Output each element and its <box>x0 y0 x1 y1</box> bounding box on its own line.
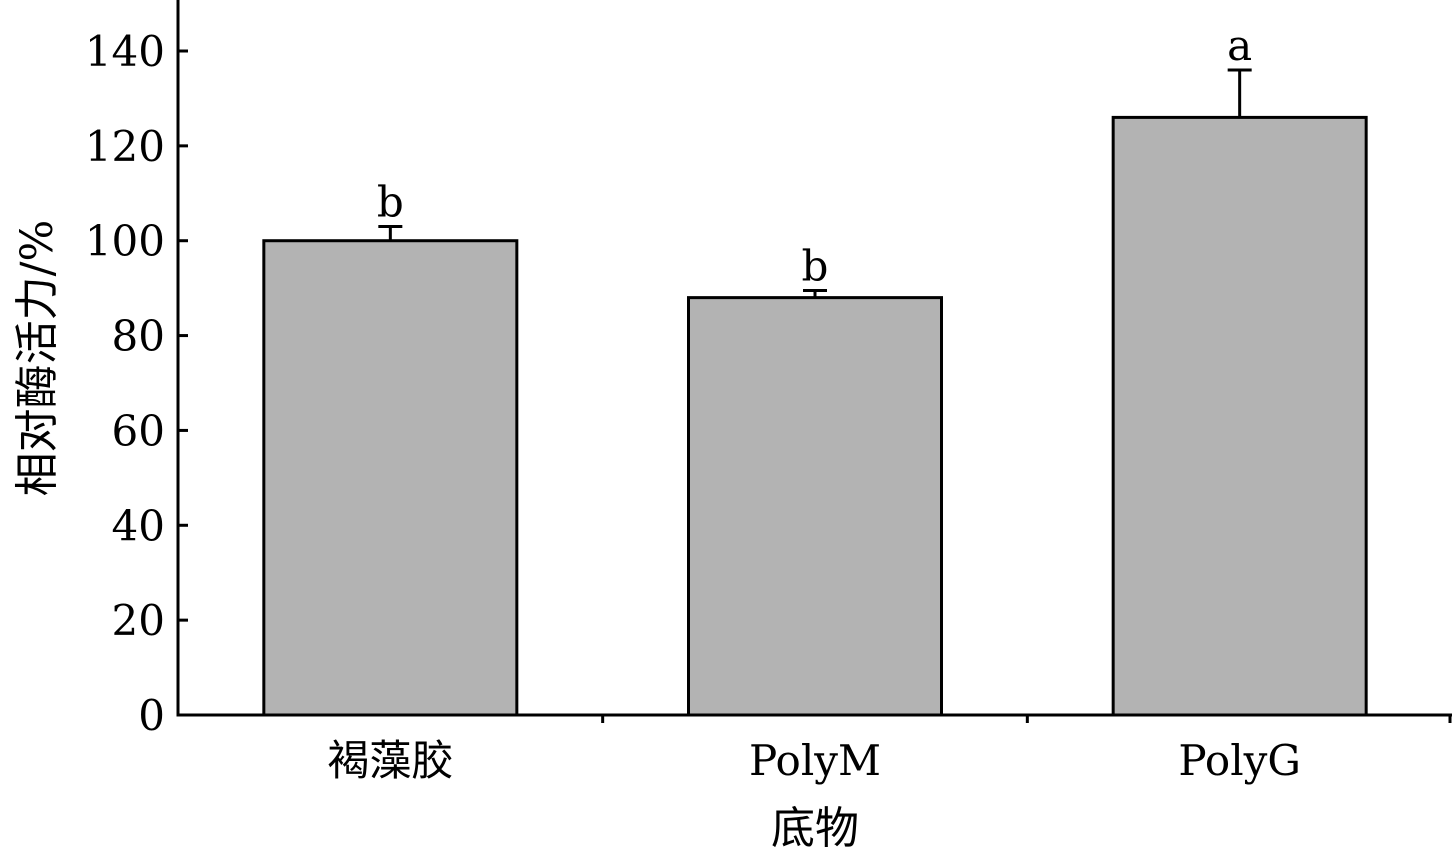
x-axis-title: 底物 <box>771 803 859 854</box>
axes-group <box>176 0 1452 723</box>
x-tick-label-0: 褐藻胶 <box>327 736 453 785</box>
y-tick-label-6: 120 <box>85 122 165 171</box>
y-tick-label-4: 80 <box>112 312 165 361</box>
bars-group <box>262 115 1368 717</box>
significance-label-2: a <box>1227 21 1252 70</box>
x-tick-label-2: PolyG <box>1178 736 1301 785</box>
significance-label-0: b <box>377 177 404 226</box>
y-tick-label-1: 20 <box>112 596 165 645</box>
y-ticks-group: 0 20 40 60 80 100 120 140 <box>85 27 188 740</box>
bar-2 <box>1111 115 1368 717</box>
y-tick-label-2: 40 <box>112 501 165 550</box>
bar-0 <box>262 239 519 717</box>
error-bars-group <box>378 68 1252 298</box>
y-tick-label-7: 140 <box>85 27 165 76</box>
bar-1 <box>687 296 943 717</box>
x-tick-label-1: PolyM <box>749 736 881 785</box>
significance-label-1: b <box>802 242 829 291</box>
y-tick-label-3: 60 <box>112 406 165 455</box>
y-tick-label-0: 0 <box>138 691 165 740</box>
significance-labels-group: b b a <box>377 21 1252 291</box>
x-tick-labels-group: 褐藻胶 PolyM PolyG <box>327 736 1301 785</box>
y-axis-title: 相对酶活力/% <box>12 220 63 497</box>
y-tick-label-5: 100 <box>85 217 165 266</box>
